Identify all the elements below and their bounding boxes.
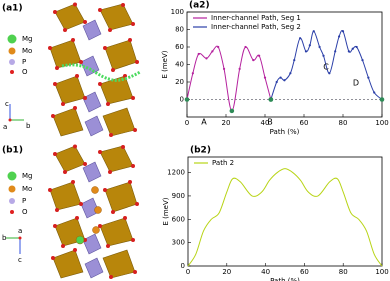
point: [205, 57, 208, 60]
y-tick-label: 300: [172, 239, 185, 247]
y-tick-label: 40: [175, 61, 184, 69]
y-tick-label: 0: [181, 262, 185, 270]
axis-label: b: [2, 234, 7, 242]
legend-text: Mg: [22, 35, 32, 43]
point: [351, 47, 354, 50]
point: [197, 52, 200, 56]
x-tick-label: 100: [375, 119, 388, 127]
point: [361, 59, 364, 62]
point: [279, 76, 282, 79]
legend-text: P: [22, 58, 26, 66]
legend-text: P: [22, 197, 26, 205]
point: [283, 79, 286, 82]
point: [312, 30, 315, 33]
point: [318, 45, 321, 49]
point: [347, 50, 350, 53]
axis-label: a: [3, 123, 7, 131]
plot-frame: [187, 156, 383, 267]
panel-label: (a1): [2, 4, 23, 14]
legend-text: Inner-channel Path, Seg 1: [211, 14, 301, 22]
x-tick-label: 80: [339, 268, 348, 276]
point: [289, 72, 292, 75]
x-axis-label: Path (%): [270, 128, 300, 136]
y-tick-label: 1200: [167, 169, 185, 177]
line: [187, 168, 383, 267]
x-tick-label: 60: [300, 119, 309, 127]
axes-b1: a b c: [2, 227, 22, 264]
y-axis-label: E (meV): [162, 197, 170, 225]
axis-label: c: [5, 100, 9, 108]
axis-label: a: [18, 227, 22, 235]
point: [258, 54, 261, 57]
annotation: A: [201, 118, 207, 127]
annotation: D: [353, 79, 359, 88]
ions: [75, 186, 102, 245]
legend-text: Mg: [22, 172, 32, 180]
point: [304, 50, 308, 53]
panel-label: (a2): [189, 1, 210, 11]
legend-text: O: [22, 68, 28, 76]
point: [238, 67, 241, 70]
point: [334, 50, 337, 53]
point: [217, 45, 220, 49]
x-tick-label: 20: [222, 119, 231, 127]
point: [229, 108, 235, 114]
panel-label: (b1): [2, 146, 23, 156]
legend-text: Inner-channel Path, Seg 2: [211, 23, 301, 31]
x-axis-label: Path (%): [270, 277, 300, 281]
y-tick-label: 0: [180, 96, 184, 104]
point: [191, 72, 194, 75]
annotation: C: [323, 63, 329, 72]
point: [328, 72, 331, 75]
annotation: B: [267, 118, 273, 127]
legend-b1: Mg Mo P O: [7, 171, 32, 216]
point: [299, 37, 302, 40]
point: [367, 76, 370, 79]
legend-text: Mo: [22, 47, 32, 55]
legend-text: Mo: [22, 185, 32, 193]
y-tick-label: 20: [175, 78, 184, 86]
migration-path: [61, 63, 141, 82]
x-tick-label: 0: [185, 119, 189, 127]
legend-text: O: [22, 208, 28, 216]
axis-label: c: [18, 256, 22, 264]
x-tick-label: 80: [339, 119, 348, 127]
x-tick-label: 100: [375, 268, 388, 276]
point: [379, 97, 385, 102]
point: [252, 59, 255, 62]
legend-text: Path 2: [212, 159, 234, 167]
point: [184, 97, 190, 102]
point: [222, 67, 226, 70]
point: [275, 80, 278, 84]
x-tick-label: 20: [222, 268, 231, 276]
point: [355, 45, 358, 49]
legend-a1: Mg Mo P O: [7, 34, 32, 76]
point: [211, 50, 214, 53]
point: [293, 59, 296, 62]
y-axis-label: E (meV): [161, 50, 169, 78]
y-tick-label: 60: [175, 43, 184, 51]
point: [341, 30, 345, 33]
x-tick-label: 40: [261, 119, 270, 127]
y-tick-label: 80: [175, 26, 184, 34]
y-tick-label: 900: [172, 192, 185, 200]
point: [268, 97, 274, 102]
point: [308, 44, 311, 47]
y-tick-label: 600: [172, 215, 185, 223]
point: [244, 45, 247, 49]
panel-label: (b2): [190, 146, 211, 156]
point: [322, 54, 325, 57]
x-tick-label: 40: [261, 268, 270, 276]
axes-a1: c a b: [3, 100, 31, 131]
y-tick-label: 100: [171, 8, 184, 16]
x-tick-label: 0: [186, 268, 190, 276]
x-tick-label: 60: [300, 268, 309, 276]
point: [338, 35, 341, 38]
point: [373, 91, 376, 94]
point: [263, 76, 267, 79]
axis-label: b: [26, 122, 31, 130]
